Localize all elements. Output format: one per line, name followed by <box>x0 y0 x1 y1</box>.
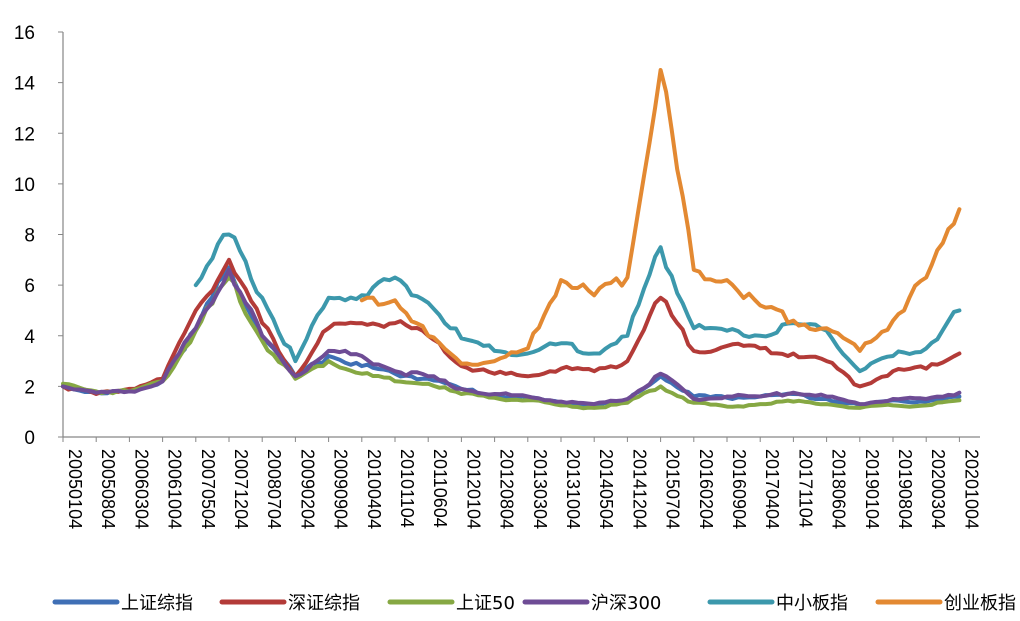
series-line-4 <box>61 267 962 407</box>
series-line-5 <box>193 232 962 374</box>
x-tick-label: 20150704 <box>663 449 683 529</box>
x-tick-label: 20100404 <box>364 449 384 529</box>
x-tick-label: 20071204 <box>231 449 251 529</box>
x-tick-label: 20060304 <box>131 449 151 529</box>
legend-label: 沪深300 <box>591 593 661 614</box>
x-tick-label: 20180604 <box>829 449 849 529</box>
axes: 0 2 4 6 8 10 12 14 16 20050104 20050804 20060304 200… <box>14 23 982 529</box>
x-tick-label: 20101104 <box>397 449 417 528</box>
x-tick-label: 20061004 <box>165 449 185 529</box>
legend-label: 深证综指 <box>288 593 360 614</box>
series-layer <box>61 68 962 411</box>
y-tick-label: 10 <box>14 175 35 196</box>
x-tick-label: 20110604 <box>430 449 450 528</box>
x-tick-label: 20200304 <box>928 449 948 529</box>
x-tick-label: 20201004 <box>961 449 981 529</box>
y-tick-label: 6 <box>24 276 35 297</box>
series-line-3 <box>61 275 962 411</box>
y-tick-label: 8 <box>24 226 35 247</box>
x-tick-label: 20120804 <box>497 449 517 529</box>
y-tick-label: 2 <box>24 377 35 398</box>
x-tick-label: 20190104 <box>862 449 882 529</box>
x-tick-label: 20120104 <box>463 449 483 529</box>
x-tick-label: 20080704 <box>264 449 284 529</box>
legend-label: 中小板指 <box>776 593 848 614</box>
y-tick-label: 0 <box>24 428 35 449</box>
x-tick-label: 20130304 <box>530 449 550 529</box>
x-tick-label: 20141204 <box>629 449 649 529</box>
x-tick-label: 20050804 <box>98 449 118 529</box>
legend: 上证综指 深证综指 上证50 沪深300 中小板指 创业板指 <box>52 593 1016 614</box>
x-tick-label: 20090904 <box>331 449 351 529</box>
x-tick-label: 20171104 <box>795 449 815 528</box>
x-tick-label: 20050104 <box>65 449 85 529</box>
series-line-6 <box>359 68 962 367</box>
x-tick-label: 20070504 <box>198 449 218 529</box>
y-tick-label: 16 <box>14 23 35 44</box>
x-tick-label: 20160204 <box>696 449 716 529</box>
y-tick-label: 4 <box>24 327 35 348</box>
series-line-1 <box>61 265 962 408</box>
series-line-2 <box>61 257 962 396</box>
x-tick-label: 20170404 <box>762 449 782 529</box>
y-tick-label: 14 <box>14 74 36 95</box>
x-tick-label: 20190804 <box>895 449 915 529</box>
x-tick-label: 20090204 <box>297 449 317 529</box>
x-tick-label: 20160904 <box>729 449 749 529</box>
x-tick-label: 20140504 <box>596 449 616 529</box>
legend-label: 上证50 <box>456 593 515 614</box>
legend-label: 上证综指 <box>121 593 193 614</box>
y-tick-label: 12 <box>14 124 35 145</box>
legend-label: 创业板指 <box>944 593 1016 614</box>
x-tick-label: 20131004 <box>563 449 583 529</box>
